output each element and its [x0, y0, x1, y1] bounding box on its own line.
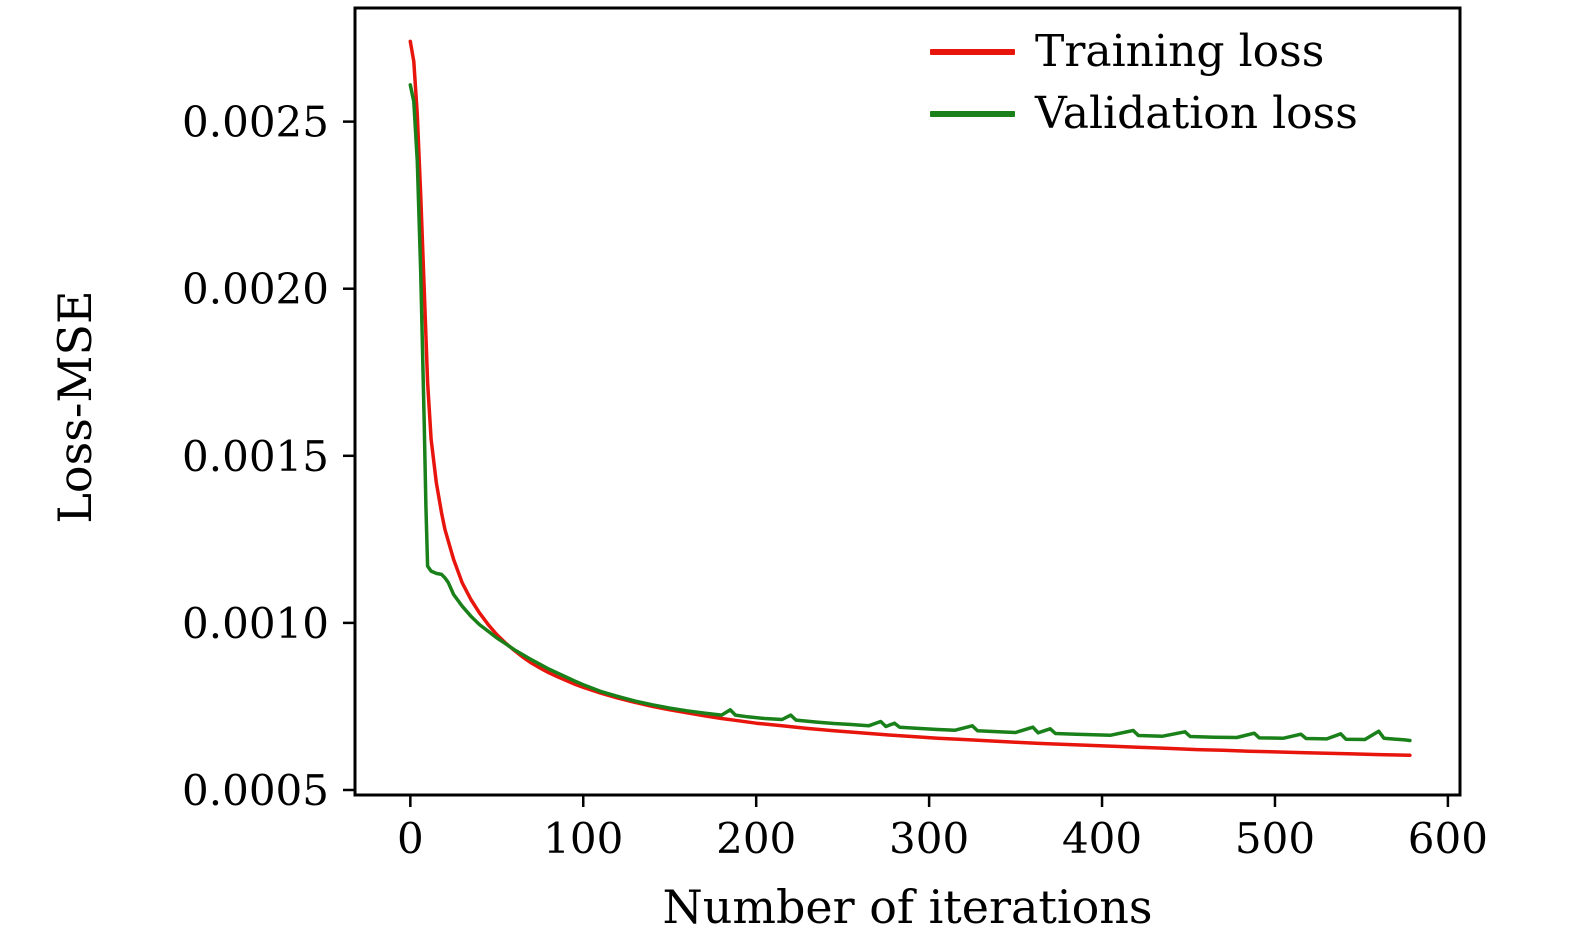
x-tick-label: 0 — [397, 814, 424, 863]
legend-label: Training loss — [1035, 26, 1325, 77]
y-tick-label: 0.0020 — [182, 265, 329, 314]
y-tick-label: 0.0025 — [182, 98, 329, 147]
x-tick-label: 100 — [543, 814, 623, 863]
x-tick-label: 600 — [1408, 814, 1488, 863]
y-tick-label: 0.0010 — [182, 599, 329, 648]
x-tick-label: 300 — [889, 814, 969, 863]
legend-line-swatch — [930, 111, 1015, 117]
legend-line-swatch — [930, 49, 1015, 55]
series-line-training-loss — [408, 39, 1412, 757]
x-tick-label: 500 — [1235, 814, 1315, 863]
series-line-validation-loss — [408, 83, 1412, 743]
x-axis-label: Number of iterations — [662, 880, 1153, 934]
legend-label: Validation loss — [1035, 88, 1358, 139]
plot-border — [353, 6, 1462, 797]
x-tick-label: 400 — [1062, 814, 1142, 863]
legend-item-training-loss: Training loss — [930, 28, 1358, 76]
y-tick-label: 0.0005 — [182, 766, 329, 815]
y-axis-label: Loss-MSE — [48, 290, 102, 524]
legend-item-validation-loss: Validation loss — [930, 90, 1358, 138]
y-tick-label: 0.0015 — [182, 432, 329, 481]
legend: Training loss Validation loss — [930, 28, 1358, 138]
x-tick-label: 200 — [716, 814, 796, 863]
